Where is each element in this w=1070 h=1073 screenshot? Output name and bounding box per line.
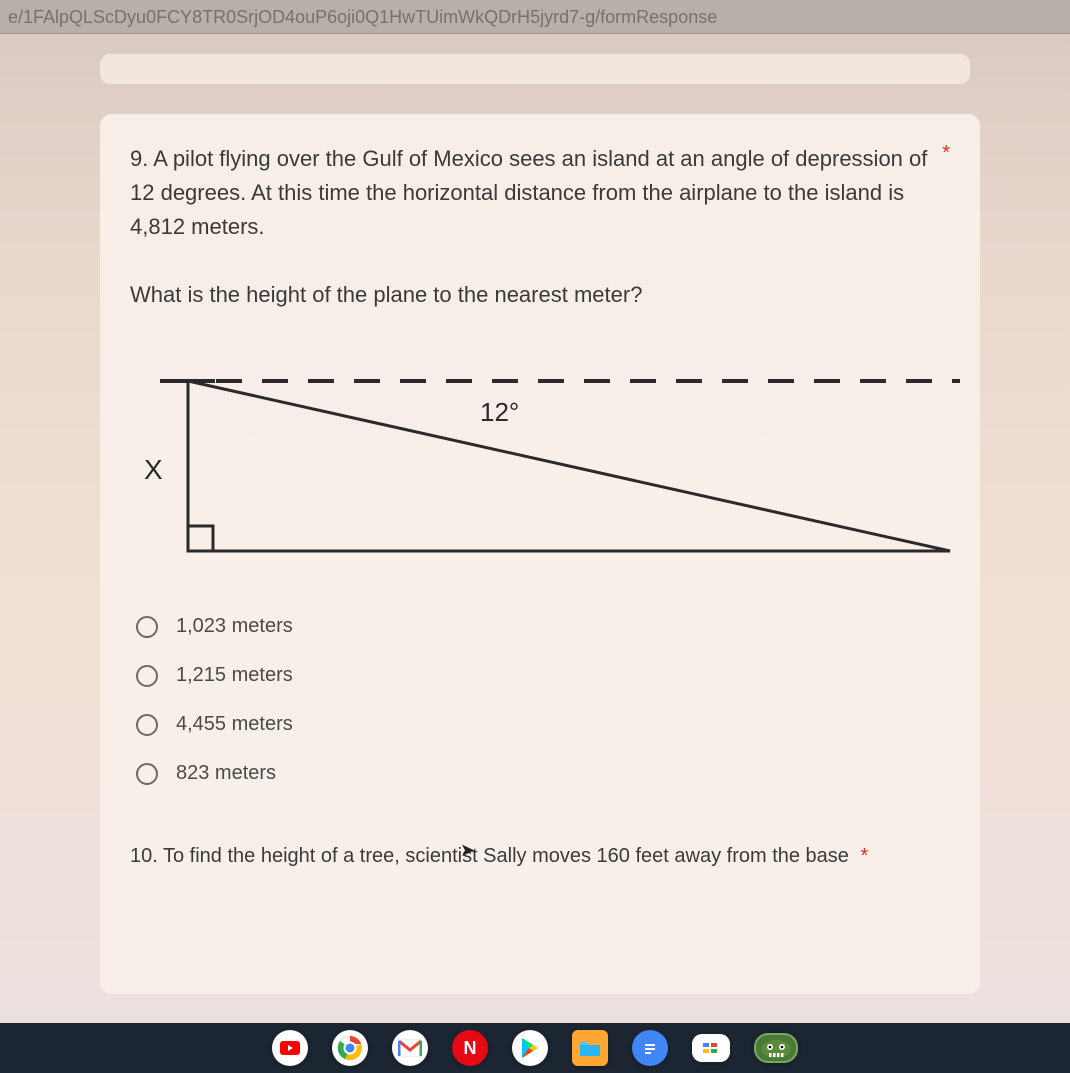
question-text: 9. A pilot flying over the Gulf of Mexic…	[130, 142, 932, 244]
youtube-icon[interactable]	[272, 1030, 308, 1066]
option-2[interactable]: 1,215 meters	[136, 664, 950, 687]
netflix-icon[interactable]: N	[452, 1030, 488, 1066]
play-store-icon[interactable]	[512, 1030, 548, 1066]
triangle-diagram: 12° X	[130, 361, 970, 581]
gmail-icon[interactable]	[392, 1030, 428, 1066]
chrome-icon[interactable]	[332, 1030, 368, 1066]
question-subprompt: What is the height of the plane to the n…	[130, 278, 950, 311]
radio-icon[interactable]	[136, 714, 158, 736]
next-question-text: 10. To find the height of a tree, scient…	[130, 845, 849, 867]
radio-icon[interactable]	[136, 763, 158, 785]
url-bar[interactable]: e/1FAlpQLScDyu0FCY8TR0SrjOD4ouP6oji0Q1Hw…	[0, 0, 1070, 34]
radio-icon[interactable]	[136, 665, 158, 687]
url-text: e/1FAlpQLScDyu0FCY8TR0SrjOD4ouP6oji0Q1Hw…	[8, 7, 717, 27]
required-star-icon: *	[861, 845, 869, 867]
next-question-preview: 10. To find the height of a tree, scient…	[130, 845, 950, 868]
triangle-outline	[188, 381, 950, 551]
option-2-label: 1,215 meters	[176, 664, 293, 687]
required-star-icon: *	[942, 142, 950, 165]
option-3-label: 4,455 meters	[176, 713, 293, 736]
question-card: 9. A pilot flying over the Gulf of Mexic…	[100, 114, 980, 994]
option-1-label: 1,023 meters	[176, 615, 293, 638]
side-x-label: X	[144, 454, 163, 485]
right-angle-icon	[188, 526, 213, 551]
previous-card-sliver	[100, 54, 970, 84]
monster-icon[interactable]	[754, 1033, 798, 1063]
option-3[interactable]: 4,455 meters	[136, 713, 950, 736]
taskbar: N	[0, 1023, 1070, 1073]
option-4[interactable]: 823 meters	[136, 762, 950, 785]
docs-icon[interactable]	[632, 1030, 668, 1066]
answer-options: 1,023 meters 1,215 meters 4,455 meters 8…	[136, 615, 950, 785]
app-pill-icon[interactable]	[692, 1034, 730, 1062]
option-1[interactable]: 1,023 meters	[136, 615, 950, 638]
files-icon[interactable]	[572, 1030, 608, 1066]
radio-icon[interactable]	[136, 616, 158, 638]
page-body: 9. A pilot flying over the Gulf of Mexic…	[0, 54, 1070, 994]
option-4-label: 823 meters	[176, 762, 276, 785]
angle-label: 12°	[480, 397, 519, 427]
